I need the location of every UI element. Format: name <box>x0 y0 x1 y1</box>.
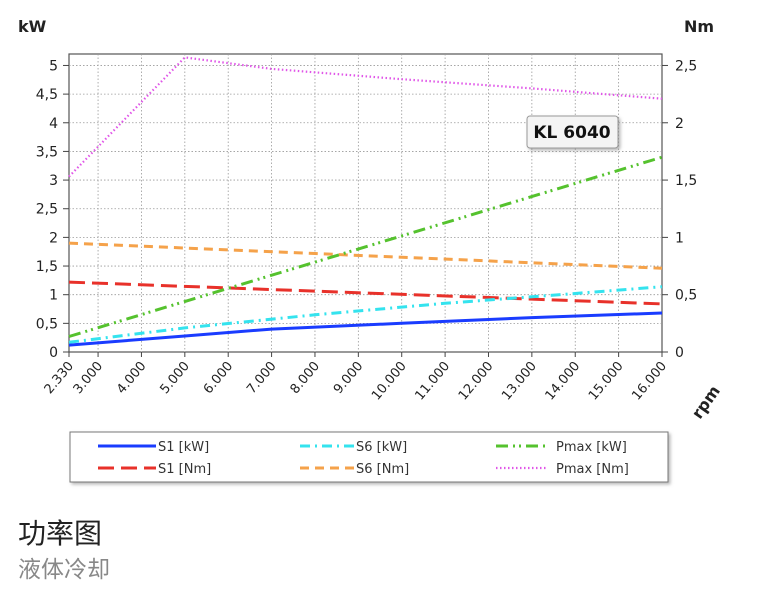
y-left-tick-label: 1 <box>49 288 58 304</box>
y-left-unit-label: kW <box>18 17 47 36</box>
x-tick-label: 13.000 <box>499 359 540 403</box>
y-right-tick-label: 0,5 <box>675 288 697 304</box>
x-tick-label: 14.000 <box>543 359 584 403</box>
x-unit-label: rpm <box>688 382 724 422</box>
x-tick-label: 6.000 <box>201 359 236 397</box>
caption-title: 功率图 <box>18 517 103 550</box>
series-line-pmax-nm <box>68 56 663 178</box>
series-line-s1-kw <box>68 311 663 347</box>
plot-area <box>68 53 663 353</box>
y-right-tick-label: 1,5 <box>675 173 697 189</box>
y-left-tick-label: 0,5 <box>36 316 58 332</box>
legend-label: S6 [kW] <box>356 440 407 455</box>
y-left-tick-label: 2 <box>49 230 58 246</box>
series-line-s1-nm <box>68 280 663 306</box>
y-right-tick-label: 0 <box>675 345 684 361</box>
x-tick-label: 8.000 <box>288 359 323 397</box>
y-left-tick-label: 3,5 <box>36 144 58 160</box>
y-left-tick-label: 3 <box>49 173 58 189</box>
y-right-tick-label: 1 <box>675 230 684 246</box>
legend-label: S1 [kW] <box>158 440 209 455</box>
x-tick-label: 11.000 <box>412 359 453 403</box>
power-chart: kW Nm rpm 0 0,5 1 1,5 2 2,5 3 3,5 4 4,5 5 0 0,5 1 1,5 2… <box>18 17 724 483</box>
series-group <box>68 56 663 347</box>
series-line-s6-nm <box>68 241 663 270</box>
series-line-pmax-kw <box>68 155 663 338</box>
y-left-tick-label: 4,5 <box>36 87 58 103</box>
legend-box <box>69 431 669 483</box>
y-left-tick-label: 5 <box>49 58 58 74</box>
x-tick-label: 12.000 <box>456 359 497 403</box>
y-right-tick-label: 2 <box>675 116 684 132</box>
y-right-tick-label: 2,5 <box>675 58 697 74</box>
model-label: KL 6040 <box>533 123 610 143</box>
grid <box>69 54 662 352</box>
model-label-box: KL 6040 <box>526 115 619 149</box>
y-left-tick-label: 4 <box>49 116 58 132</box>
caption-subtitle: 液体冷却 <box>18 557 110 583</box>
y-left-tick-label: 1,5 <box>36 259 58 275</box>
legend-label: Pmax [kW] <box>556 440 627 455</box>
x-tick-label: 15.000 <box>586 359 627 403</box>
x-tick-label: 4.000 <box>114 359 149 397</box>
series-line-s6-kw <box>68 285 663 344</box>
x-tick-label: 5.000 <box>157 359 192 397</box>
x-tick-label: 7.000 <box>244 359 279 397</box>
x-tick-label: 9.000 <box>331 359 366 397</box>
x-tick-label: 3.000 <box>71 359 106 397</box>
x-tick-label: 16.000 <box>629 359 670 403</box>
legend: S1 [kW] S6 [kW] Pmax [kW] S1 [Nm] S6 [Nm] Pma… <box>98 440 629 477</box>
x-tick-label: 2.330 <box>42 359 77 397</box>
y-left-tick-label: 0 <box>49 345 58 361</box>
y-right-unit-label: Nm <box>684 17 714 36</box>
x-tick-label: 10.000 <box>369 359 410 403</box>
y-left-tick-label: 2,5 <box>36 202 58 218</box>
legend-label: S1 [Nm] <box>158 462 211 477</box>
legend-label: S6 [Nm] <box>356 462 409 477</box>
legend-label: Pmax [Nm] <box>556 462 629 477</box>
